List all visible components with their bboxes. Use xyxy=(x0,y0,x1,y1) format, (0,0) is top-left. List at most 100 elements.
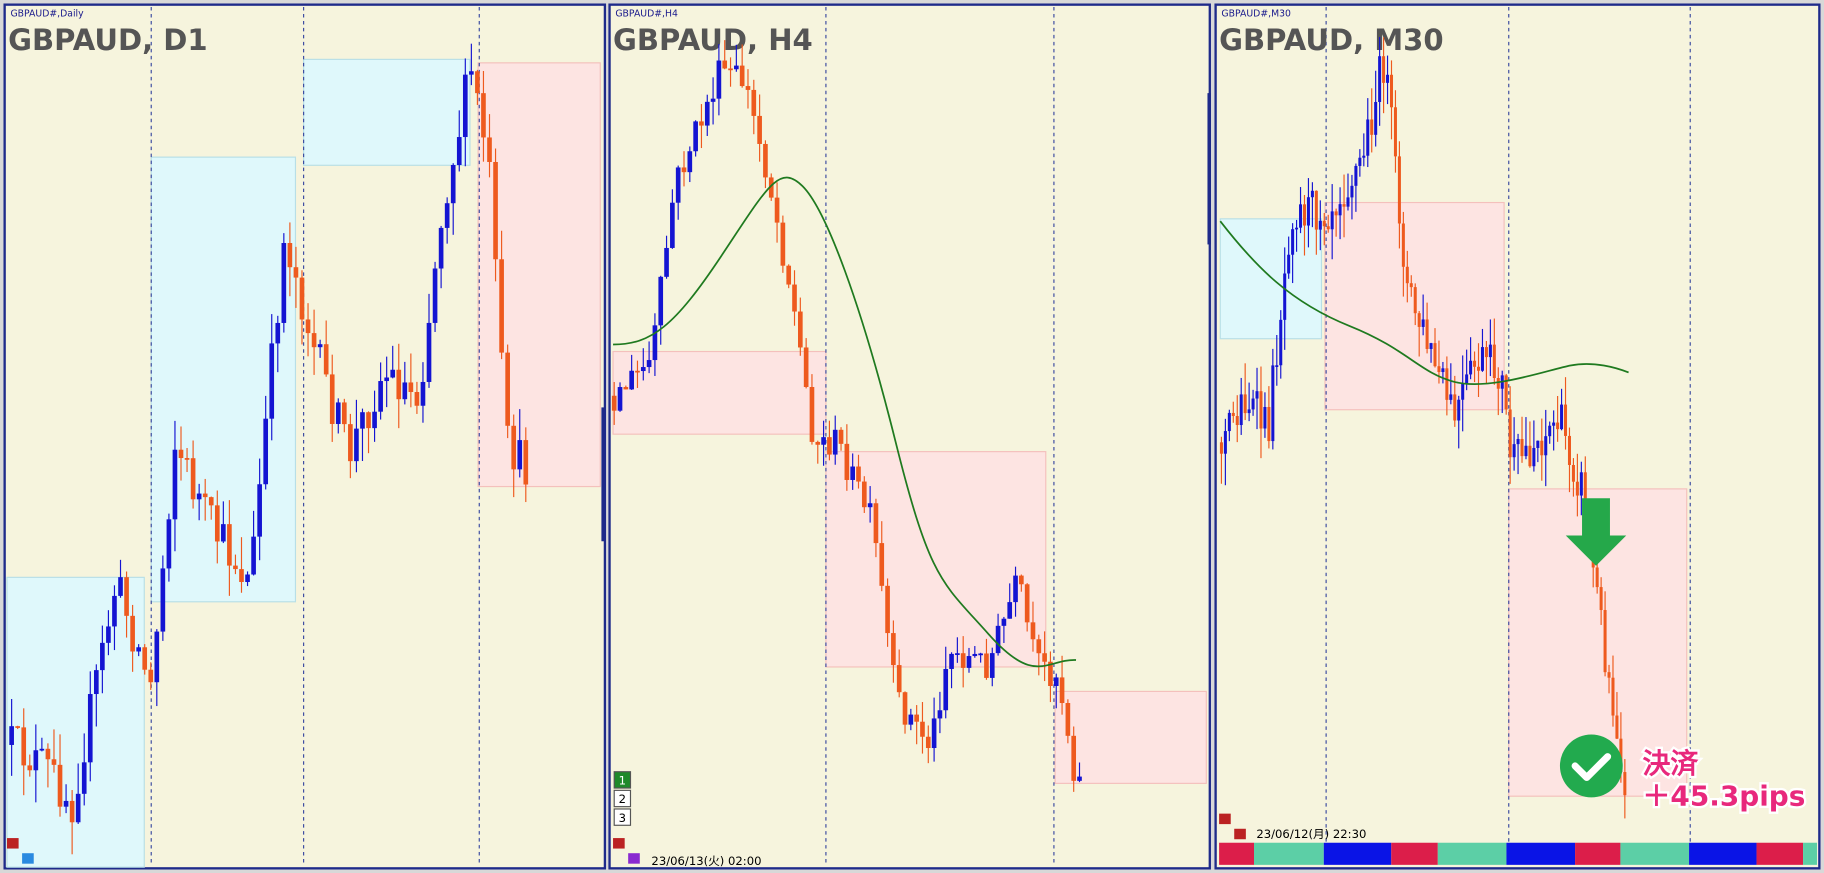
candle xyxy=(426,322,432,382)
candle xyxy=(1362,155,1366,158)
candle xyxy=(1048,661,1053,686)
candle xyxy=(263,418,269,485)
candle xyxy=(1516,438,1520,445)
candle xyxy=(517,440,523,470)
candle xyxy=(1227,412,1231,432)
candle xyxy=(1421,319,1425,327)
candle xyxy=(1275,365,1279,367)
button-label[interactable]: 1 xyxy=(619,774,626,788)
candle xyxy=(710,98,716,102)
candle xyxy=(1019,575,1024,585)
candle xyxy=(1512,444,1516,458)
candle xyxy=(1457,399,1461,421)
button[interactable] xyxy=(613,808,632,826)
candle xyxy=(920,721,925,737)
candle xyxy=(1382,56,1386,83)
candle xyxy=(444,203,450,228)
candle xyxy=(1492,344,1496,379)
candle xyxy=(1575,481,1579,496)
candles xyxy=(1219,36,1629,819)
button[interactable] xyxy=(613,771,632,789)
icon[interactable] xyxy=(22,853,34,864)
candle xyxy=(1520,438,1524,457)
candle xyxy=(1251,398,1255,410)
separators xyxy=(825,6,1055,867)
candle xyxy=(227,524,232,566)
candle xyxy=(305,319,311,334)
candle xyxy=(342,402,347,425)
candle xyxy=(475,71,480,94)
button-label[interactable]: 2 xyxy=(619,792,626,806)
close-icon[interactable] xyxy=(1219,813,1231,825)
candle xyxy=(652,325,658,361)
candle xyxy=(908,714,914,725)
candle xyxy=(1599,587,1603,611)
candle xyxy=(984,653,989,678)
chart-title: GBPAUD, M30 xyxy=(1219,23,1444,57)
candle xyxy=(937,710,943,719)
candle xyxy=(239,569,244,583)
candle xyxy=(1243,394,1247,414)
candle xyxy=(275,322,281,344)
candle xyxy=(1425,319,1429,349)
candle xyxy=(1480,347,1484,371)
candle xyxy=(1283,273,1287,320)
candle xyxy=(925,736,931,749)
candle xyxy=(354,428,359,462)
candle xyxy=(51,759,57,765)
candle xyxy=(611,395,617,411)
candle xyxy=(1263,406,1267,429)
chart-caption: GBPAUD#,M30 xyxy=(1221,8,1291,19)
candle xyxy=(931,718,937,749)
candle xyxy=(1059,677,1065,704)
candle xyxy=(1484,347,1488,358)
tf-buttons: 1 2 3 xyxy=(613,771,632,826)
candle xyxy=(63,800,69,807)
candle xyxy=(469,71,474,75)
candle xyxy=(1302,204,1306,226)
candle xyxy=(1429,343,1433,349)
candle xyxy=(838,429,844,444)
candle xyxy=(1306,197,1310,226)
candle xyxy=(786,265,792,285)
panel-m30: GBPAUD#,M30 GBPAUD, M30 決済 ＋45.3pips 23/… xyxy=(1207,3,1821,870)
candle xyxy=(112,595,117,627)
candle xyxy=(323,344,329,375)
icon[interactable] xyxy=(1234,828,1246,840)
candle xyxy=(995,625,1001,654)
candle xyxy=(1544,436,1548,456)
candle xyxy=(1247,409,1251,414)
candle xyxy=(450,164,456,204)
candle xyxy=(69,800,75,823)
close-icon[interactable] xyxy=(613,838,625,849)
candle xyxy=(487,137,492,162)
candle xyxy=(462,74,468,138)
candle xyxy=(505,352,510,426)
candles xyxy=(611,40,1082,792)
candle xyxy=(1528,445,1532,467)
candle xyxy=(914,714,919,722)
candle xyxy=(1611,677,1615,716)
candle xyxy=(1223,431,1227,454)
candle xyxy=(902,692,908,725)
candle xyxy=(687,151,693,173)
candle xyxy=(1532,447,1536,467)
candle xyxy=(1496,378,1500,389)
candle xyxy=(57,764,63,807)
candle xyxy=(1469,360,1473,375)
candle xyxy=(664,247,669,277)
candle xyxy=(1393,107,1397,157)
candle xyxy=(827,437,832,455)
candle xyxy=(1042,653,1047,662)
close-icon[interactable] xyxy=(6,838,19,849)
candle xyxy=(15,726,21,728)
candle xyxy=(658,276,664,326)
candle xyxy=(1417,313,1421,327)
candle xyxy=(1536,440,1540,448)
icon[interactable] xyxy=(628,853,640,864)
candle xyxy=(523,440,529,485)
button[interactable] xyxy=(613,789,632,808)
candle xyxy=(511,425,517,470)
candle xyxy=(360,412,365,429)
button-label[interactable]: 3 xyxy=(619,811,626,825)
